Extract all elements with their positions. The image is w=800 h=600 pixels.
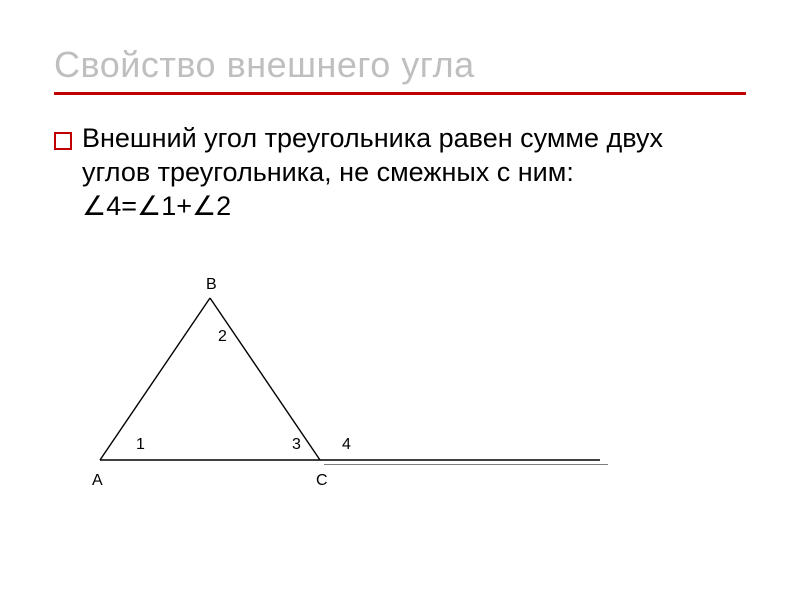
angle-label-4: 4 xyxy=(342,436,351,454)
vertex-label-c: С xyxy=(316,472,328,490)
vertex-label-a: А xyxy=(92,472,103,490)
angle-label-2: 2 xyxy=(218,328,227,346)
triangle-diagram: В А С 1 2 3 4 xyxy=(70,278,620,498)
title-underline xyxy=(54,92,746,95)
baseline-shadow xyxy=(324,464,608,465)
bullet-text: Внешний угол треугольника равен сумме дв… xyxy=(82,122,730,223)
side-ab xyxy=(100,298,210,460)
bullet-icon xyxy=(54,132,72,150)
angle-label-3: 3 xyxy=(292,436,301,454)
slide-title: Свойство внешнего угла xyxy=(54,44,746,86)
title-area: Свойство внешнего угла xyxy=(54,44,746,95)
triangle-svg xyxy=(70,278,620,498)
body-area: Внешний угол треугольника равен сумме дв… xyxy=(54,122,730,223)
vertex-label-b: В xyxy=(206,276,217,294)
bullet-row: Внешний угол треугольника равен сумме дв… xyxy=(54,122,730,223)
side-bc xyxy=(210,298,320,460)
slide: Свойство внешнего угла Внешний угол треу… xyxy=(0,0,800,600)
angle-label-1: 1 xyxy=(136,436,145,454)
